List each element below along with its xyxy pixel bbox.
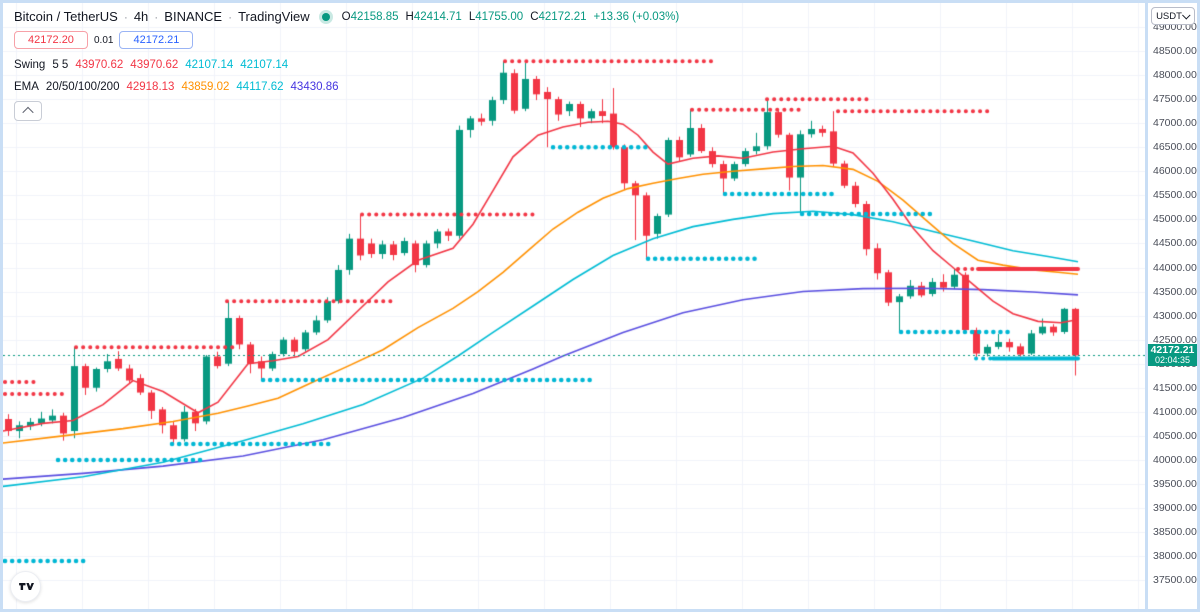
price-tick-label: 43000.00 <box>1153 309 1197 322</box>
symbol-title-row[interactable]: Bitcoin / TetherUS · 4h · BINANCE · Trad… <box>14 8 679 25</box>
interval-label[interactable]: 4h <box>133 9 149 24</box>
ema20-value: 42918.13 <box>126 81 175 93</box>
price-tick-label: 39000.00 <box>1153 502 1197 514</box>
sell-button[interactable]: 42172.20 <box>14 31 88 49</box>
price-tick-label: 47500.00 <box>1153 93 1197 106</box>
ema200-value: 43430.86 <box>290 81 339 93</box>
brand-label[interactable]: TradingView <box>238 9 310 24</box>
price-tick-label: 45000.00 <box>1153 213 1197 226</box>
ema100-value: 44117.62 <box>236 81 284 93</box>
currency-unit-button[interactable]: USDT <box>1151 7 1195 25</box>
separator: · <box>154 9 159 24</box>
price-tick-label: 48000.00 <box>1153 69 1197 82</box>
tradingview-logo-icon <box>19 582 34 591</box>
price-tick-label: 47000.00 <box>1153 117 1197 130</box>
swing-high-value: 43970.62 <box>75 59 124 71</box>
ema50-value: 43859.02 <box>181 81 230 93</box>
chart-pane[interactable]: Bitcoin / TetherUS · 4h · BINANCE · Trad… <box>3 3 1148 609</box>
collapse-legend-button[interactable] <box>14 101 42 121</box>
chevron-up-icon <box>22 106 34 119</box>
price-tick-label: 40500.00 <box>1153 429 1197 442</box>
swing-indicator-row[interactable]: Swing 5 5 43970.62 43970.62 42107.14 421… <box>14 59 289 71</box>
ohlc-values: O42158.85 H42414.71 L41755.00 C42172.21 … <box>341 10 680 23</box>
price-tick-label: 44500.00 <box>1153 237 1197 250</box>
price-tick-label: 41000.00 <box>1153 405 1197 418</box>
price-tick-label: 42500.00 <box>1153 333 1197 346</box>
chart-widget-frame: Bitcoin / TetherUS · 4h · BINANCE · Trad… <box>3 3 1197 609</box>
price-tick-label: 44000.00 <box>1153 261 1197 274</box>
swing-low-value: 42107.14 <box>185 59 234 71</box>
price-tick-label: 38500.00 <box>1153 526 1197 539</box>
market-status-dot-icon[interactable] <box>321 12 330 21</box>
exchange-label[interactable]: BINANCE <box>164 9 223 24</box>
last-price-value: 42172.21 <box>1150 344 1195 357</box>
swing-low-value: 42107.14 <box>240 59 289 71</box>
change-value: +13.36 (+0.03%) <box>593 10 680 23</box>
price-tick-label: 39500.00 <box>1153 477 1197 490</box>
chart-legend: Bitcoin / TetherUS · 4h · BINANCE · Trad… <box>14 8 679 121</box>
spread-value: 0.01 <box>94 34 114 46</box>
price-tick-label: 46000.00 <box>1153 165 1197 178</box>
price-tick-label: 43500.00 <box>1153 285 1197 298</box>
price-tick-label: 40000.00 <box>1153 453 1197 466</box>
price-tick-label: 46500.00 <box>1153 141 1197 154</box>
tradingview-logo[interactable] <box>10 571 41 602</box>
swing-high-value: 43970.62 <box>130 59 179 71</box>
buy-button[interactable]: 42172.21 <box>119 31 194 49</box>
ema-indicator-row[interactable]: EMA 20/50/100/200 42918.13 43859.02 4411… <box>14 81 339 93</box>
separator: · <box>123 9 128 24</box>
price-tick-label: 38000.00 <box>1153 550 1197 563</box>
trade-buttons-row: 42172.20 0.01 42172.21 <box>14 30 679 50</box>
price-chart-canvas[interactable] <box>3 3 1145 609</box>
last-price-badge: 42172.21 02:04:35 <box>1148 344 1197 367</box>
indicator-name: Swing <box>14 59 46 71</box>
price-tick-label: 37500.00 <box>1153 574 1197 587</box>
price-tick-label: 41500.00 <box>1153 381 1197 394</box>
price-tick-label: 45500.00 <box>1153 189 1197 202</box>
separator: · <box>228 9 233 24</box>
indicator-name: EMA <box>14 81 39 93</box>
price-tick-label: 48500.00 <box>1153 45 1197 58</box>
price-scale[interactable]: USDT 49000.00 48500.00 48000.00 47500.00 470… <box>1148 3 1197 609</box>
chevron-down-icon <box>1181 11 1191 20</box>
bar-countdown: 02:04:35 <box>1154 355 1191 366</box>
pane-axis-divider <box>1145 3 1148 609</box>
currency-unit-label: USDT <box>1156 10 1182 22</box>
symbol-name[interactable]: Bitcoin / TetherUS <box>14 9 118 24</box>
